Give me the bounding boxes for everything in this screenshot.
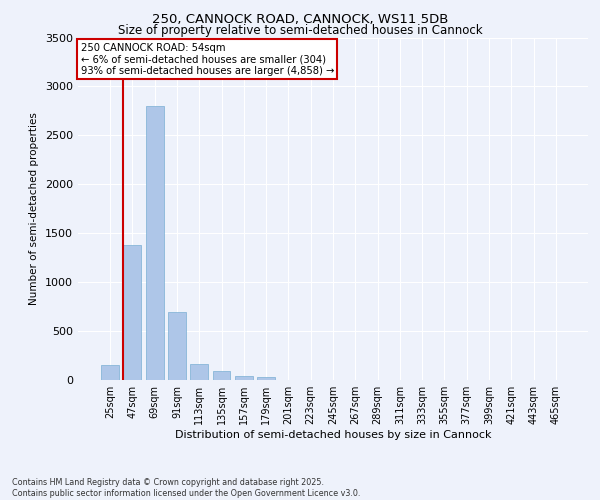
Bar — [101, 366, 119, 380]
Text: Size of property relative to semi-detached houses in Cannock: Size of property relative to semi-detach… — [118, 24, 482, 37]
Bar — [212, 371, 230, 380]
Bar — [235, 376, 253, 380]
Bar — [190, 364, 208, 380]
Bar — [124, 245, 142, 380]
Text: 250 CANNOCK ROAD: 54sqm
← 6% of semi-detached houses are smaller (304)
93% of se: 250 CANNOCK ROAD: 54sqm ← 6% of semi-det… — [80, 42, 334, 76]
Bar — [257, 377, 275, 380]
Bar — [168, 312, 186, 380]
Text: Contains HM Land Registry data © Crown copyright and database right 2025.
Contai: Contains HM Land Registry data © Crown c… — [12, 478, 361, 498]
Bar — [146, 106, 164, 380]
Text: 250, CANNOCK ROAD, CANNOCK, WS11 5DB: 250, CANNOCK ROAD, CANNOCK, WS11 5DB — [152, 12, 448, 26]
X-axis label: Distribution of semi-detached houses by size in Cannock: Distribution of semi-detached houses by … — [175, 430, 491, 440]
Y-axis label: Number of semi-detached properties: Number of semi-detached properties — [29, 112, 40, 305]
